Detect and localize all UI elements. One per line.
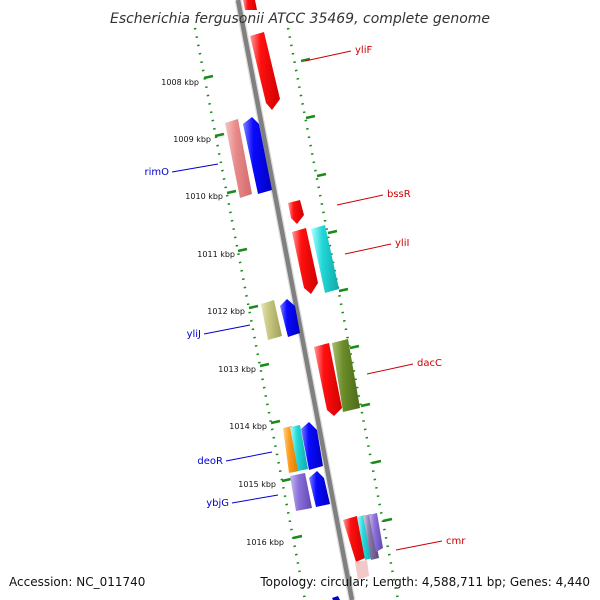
feature-yliF — [250, 32, 280, 110]
feature-yliI-b — [311, 225, 339, 293]
tick-label-1013: 1013 kbp — [218, 365, 256, 374]
gene-label-cmr: cmr — [446, 536, 466, 547]
accession-label: Accession: NC_011740 — [9, 575, 146, 589]
feature-bssR — [288, 200, 304, 224]
feature-rimO-b — [243, 117, 272, 194]
gene-label-deoR: deoR — [197, 456, 223, 467]
gene-label-yliF: yliF — [355, 45, 372, 56]
feature-yliJ-a — [261, 300, 282, 340]
feature-ybjG-a — [290, 473, 312, 511]
feature-cmr-c — [363, 514, 379, 560]
tick-label-1010: 1010 kbp — [185, 192, 223, 201]
major-ticks — [203, 57, 393, 540]
feature-cmr-d — [369, 513, 383, 552]
feature-deoR-b — [290, 425, 308, 471]
feature-cmr-a — [343, 516, 365, 562]
feature-cmr-end — [355, 560, 369, 580]
tick-label-1016: 1016 kbp — [246, 538, 284, 547]
gene-label-ybjG: ybjG — [206, 498, 229, 509]
tick-label-1014: 1014 kbp — [229, 422, 267, 431]
gene-label-rimO: rimO — [144, 167, 169, 178]
reverse-features — [225, 117, 340, 600]
gene-label-yliJ: yliJ — [187, 329, 201, 340]
gene-label-dacC: dacC — [417, 358, 442, 369]
tick-label-1008: 1008 kbp — [161, 78, 199, 87]
tick-label-1011: 1011 kbp — [197, 250, 235, 259]
tick-label-1009: 1009 kbp — [173, 135, 211, 144]
tick-label-1012: 1012 kbp — [207, 307, 245, 316]
feature-yliJ-b — [280, 299, 300, 337]
feature-deoR-a — [283, 426, 299, 473]
leader-lines — [171, 50, 443, 551]
feature-dacC-b — [332, 339, 360, 412]
inner-tick-ring — [193, 27, 307, 600]
feature-yliI-a — [292, 228, 318, 294]
feature-ybjG-b — [309, 471, 330, 507]
backbone — [235, 0, 355, 600]
tick-label-1015: 1015 kbp — [238, 480, 276, 489]
genome-summary: Topology: circular; Length: 4,588,711 bp… — [260, 575, 590, 589]
gene-label-yliI: yliI — [395, 238, 409, 249]
outer-tick-ring — [286, 27, 400, 600]
feature-top-partial — [243, 0, 257, 10]
forward-features — [243, 0, 383, 580]
feature-deoR-c — [301, 422, 323, 470]
feature-bottom-partial — [332, 596, 340, 600]
feature-rimO-a — [225, 119, 252, 198]
feature-dacC-a — [314, 343, 342, 416]
gene-label-bssR: bssR — [387, 189, 411, 200]
map-title: Escherichia fergusonii ATCC 35469, compl… — [110, 11, 490, 27]
